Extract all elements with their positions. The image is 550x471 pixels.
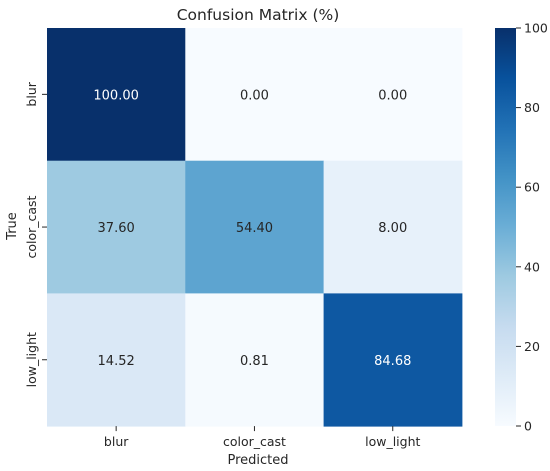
cell-value-label: 37.60 xyxy=(98,221,135,236)
cell-annotations: 100.00 0.00 0.00 37.60 54.40 8.00 14.52 0.81 84.… xyxy=(93,88,411,368)
x-tick-label: low_light xyxy=(365,434,420,449)
colorbar-ticks: 0 20 40 60 80 100 xyxy=(516,21,548,434)
cell-value-label: 84.68 xyxy=(374,354,411,369)
cell-value-label: 14.52 xyxy=(98,354,135,369)
colorbar-tick-label: 100 xyxy=(524,21,548,36)
heatmap-cell xyxy=(185,160,325,294)
heatmap-cell xyxy=(323,160,463,294)
colorbar-tick-label: 0 xyxy=(524,419,532,434)
colorbar-tick-label: 60 xyxy=(524,180,540,195)
cell-value-label: 0.00 xyxy=(240,88,269,103)
cell-value-label: 0.00 xyxy=(378,88,407,103)
y-tick-label: blur xyxy=(24,81,39,106)
heatmap-cell xyxy=(323,293,463,427)
heatmap-cells xyxy=(47,28,463,427)
x-axis-label: Predicted xyxy=(227,453,288,468)
heatmap-cell xyxy=(47,28,186,162)
heatmap-cell xyxy=(47,293,186,427)
y-axis-label: True xyxy=(5,212,20,241)
heatmap-cell xyxy=(47,160,186,294)
y-axis-ticks: blur color_cast low_light xyxy=(24,81,47,387)
cell-value-label: 54.40 xyxy=(236,221,273,236)
chart-title: Confusion Matrix (%) xyxy=(177,6,340,24)
cell-value-label: 8.00 xyxy=(378,221,407,236)
y-tick-label: low_light xyxy=(24,332,39,387)
x-tick-label: color_cast xyxy=(223,434,286,449)
heatmap-cell xyxy=(185,293,325,427)
cell-value-label: 0.81 xyxy=(240,354,269,369)
x-tick-label: blur xyxy=(104,434,129,449)
y-tick-label: color_cast xyxy=(24,195,39,258)
heatmap-cell xyxy=(323,28,463,162)
cell-value-label: 100.00 xyxy=(93,88,139,103)
colorbar xyxy=(495,28,516,426)
colorbar-tick-label: 20 xyxy=(524,339,540,354)
x-axis-ticks: blur color_cast low_light xyxy=(104,426,420,449)
colorbar-tick-label: 40 xyxy=(524,259,540,274)
colorbar-tick-label: 80 xyxy=(524,100,540,115)
heatmap-cell xyxy=(185,28,325,162)
